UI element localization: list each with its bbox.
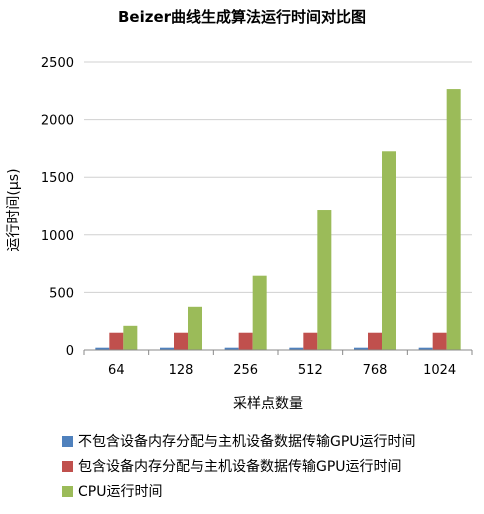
x-tick-label: 256	[233, 363, 258, 378]
bar-series-3-64	[123, 325, 138, 350]
bars	[95, 89, 461, 351]
bar-series-1-128	[160, 347, 174, 350]
x-axis-label: 采样点数量	[233, 396, 303, 412]
y-tick-label: 500	[49, 286, 74, 301]
x-tick-label: 512	[298, 363, 323, 378]
x-tick-label: 768	[363, 363, 388, 378]
x-tick-label: 1024	[423, 363, 456, 378]
legend-item-3: CPU运行时间	[62, 484, 162, 500]
y-tick-label: 0	[66, 344, 74, 359]
x-tick-label: 64	[108, 363, 125, 378]
bar-series-1-768	[354, 347, 368, 350]
bar-series-1-1024	[418, 347, 433, 350]
legend: 不包含设备内存分配与主机设备数据传输GPU运行时间包含设备内存分配与主机设备数据…	[62, 433, 416, 500]
legend-swatch	[62, 486, 73, 497]
y-tick-label: 1500	[41, 171, 74, 186]
bar-series-3-128	[188, 306, 202, 350]
y-tick-label: 2000	[41, 114, 74, 129]
y-axis-ticks: 0 500 1000 1500 2000 2500	[41, 56, 74, 359]
bar-series-1-256	[224, 347, 239, 350]
gridlines	[84, 61, 472, 293]
bar-series-2-256	[238, 332, 253, 350]
bar-series-2-64	[109, 332, 124, 350]
y-axis-label: 运行时间(μs)	[6, 168, 22, 251]
legend-label: CPU运行时间	[78, 484, 162, 500]
legend-label: 包含设备内存分配与主机设备数据传输GPU运行时间	[78, 458, 402, 475]
bar-series-2-512	[303, 332, 318, 350]
bar-series-3-768	[382, 151, 396, 350]
bar-series-3-512	[317, 210, 332, 350]
legend-item-2: 包含设备内存分配与主机设备数据传输GPU运行时间	[62, 458, 402, 475]
legend-item-1: 不包含设备内存分配与主机设备数据传输GPU运行时间	[62, 433, 416, 450]
bar-series-1-64	[95, 347, 110, 350]
legend-swatch	[62, 461, 73, 472]
y-tick-label: 2500	[41, 56, 74, 71]
y-tick-label: 1000	[41, 229, 74, 244]
bar-series-3-1024	[446, 89, 461, 351]
legend-label: 不包含设备内存分配与主机设备数据传输GPU运行时间	[78, 433, 416, 450]
bar-series-2-1024	[432, 332, 447, 350]
legend-swatch	[62, 436, 73, 447]
bar-series-3-256	[252, 275, 267, 350]
bar-series-1-512	[289, 347, 304, 350]
bar-series-2-768	[368, 332, 382, 350]
chart-title: Beizer曲线生成算法运行时间对比图	[118, 8, 366, 26]
x-axis-ticks: 64 128 256 512 768 1024	[83, 350, 473, 378]
bar-series-2-128	[174, 332, 188, 350]
x-tick-label: 128	[169, 363, 194, 378]
